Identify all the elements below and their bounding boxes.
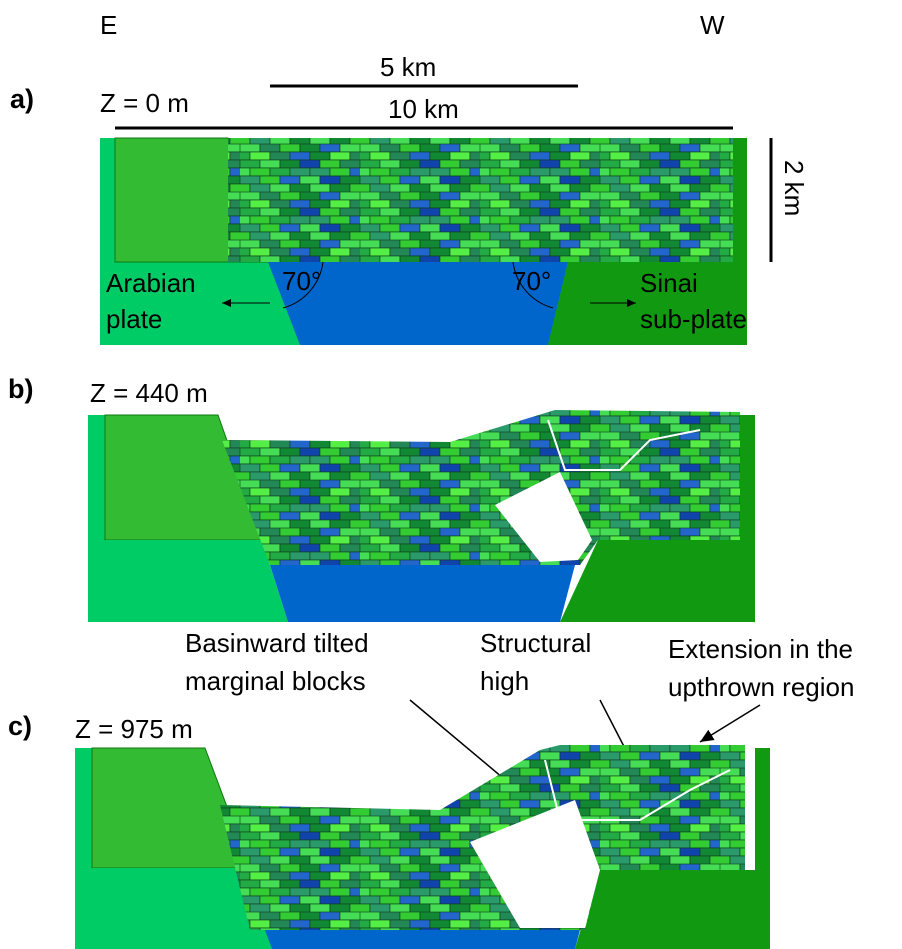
annotation: upthrown region (668, 672, 854, 702)
depth: Z = 975 m (75, 714, 193, 744)
plate-label: sub-plate (640, 304, 747, 334)
plate-label: Sinai (640, 268, 698, 298)
figure: E W a) Z = 0 m 5 km 10 km 2 km 70° 70° A… (0, 0, 902, 949)
annotation: marginal blocks (185, 666, 366, 696)
depth: Z = 0 m (100, 88, 189, 118)
annotation: high (480, 666, 529, 696)
panel-label: c) (8, 711, 32, 741)
section-b (88, 410, 755, 622)
scale-label: 10 km (388, 94, 459, 124)
angle: 70° (512, 266, 551, 296)
compass-west: W (700, 10, 725, 40)
plate-label: plate (106, 304, 162, 334)
depth: Z = 440 m (90, 378, 208, 408)
annotation: Extension in the (668, 634, 853, 664)
panel-label: b) (8, 374, 33, 404)
annotation: Structural (480, 628, 591, 658)
annotation: Basinward tilted (185, 628, 369, 658)
compass-east: E (100, 10, 117, 40)
scale-label: 2 km (779, 160, 809, 216)
scale-label: 5 km (380, 52, 436, 82)
angle: 70° (282, 266, 321, 296)
panel-label: a) (10, 84, 34, 114)
section-c (75, 745, 770, 949)
plate-label: Arabian (106, 268, 196, 298)
